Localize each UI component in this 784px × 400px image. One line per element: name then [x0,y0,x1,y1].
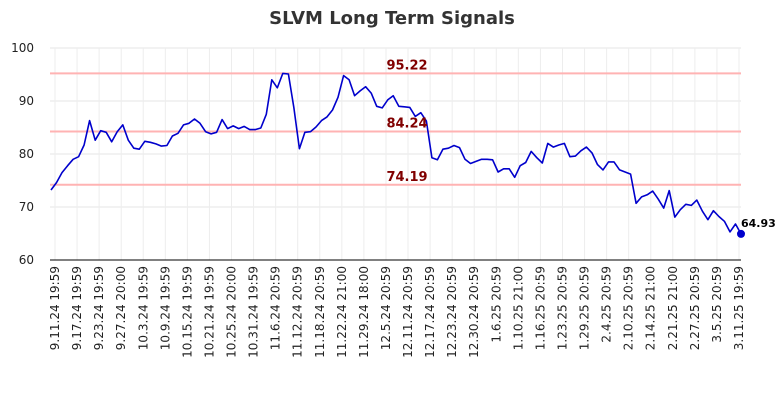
x-tick-label: 1.10.25 21:00 [511,266,525,350]
signal-level-label: 84.24 [386,117,427,132]
chart-title: SLVM Long Term Signals [269,8,515,29]
x-tick-label: 11.6.24 20:59 [269,266,283,350]
signal-levels [50,72,741,186]
x-tick-label: 2.27.25 20:59 [688,266,702,350]
y-tick-label: 90 [19,94,34,108]
x-tick-label: 10.3.24 19:59 [136,266,150,350]
x-tick-label: 9.23.24 19:59 [92,266,106,350]
x-tick-label: 3.5.25 20:59 [710,266,724,343]
x-tick-label: 10.9.24 19:59 [158,266,172,350]
x-tick-label: 2.4.25 20:59 [600,266,614,343]
x-tick-label: 11.22.24 21:00 [335,266,349,358]
x-tick-label: 10.25.24 20:00 [225,266,239,358]
x-tick-label: 1.16.25 20:59 [533,266,547,350]
series-line [50,72,742,235]
grid-lines [50,47,741,261]
last-value-dot [737,229,745,238]
series-layer [50,72,745,238]
x-tick-label: 9.11.24 19:59 [48,266,62,350]
x-tick-label: 12.5.24 20:59 [379,266,393,350]
x-tick-label: 11.29.24 18:00 [357,266,371,358]
x-tick-label: 10.31.24 19:59 [247,266,261,358]
x-tick-label: 2.10.25 20:59 [622,266,636,350]
y-tick-label: 100 [11,41,34,55]
signal-level-label: 74.19 [386,170,427,185]
y-tick-label: 60 [19,253,34,267]
x-tick-label: 9.17.24 19:59 [70,266,84,350]
y-tick-label: 80 [19,147,34,161]
x-tick-label: 10.21.24 19:59 [202,266,216,358]
x-tick-label: 11.18.24 20:59 [313,266,327,358]
x-tick-label: 9.27.24 20:00 [114,266,128,350]
x-tick-label: 11.12.24 20:59 [291,266,305,358]
x-tick-label: 12.23.24 20:59 [445,266,459,358]
x-tick-label: 2.14.25 21:00 [644,266,658,350]
x-tick-label: 3.11.25 19:59 [732,266,746,350]
x-tick-label: 12.17.24 20:59 [423,266,437,358]
signal-level-label: 95.22 [386,58,427,73]
last-value-label: 64.93 [741,217,776,230]
x-tick-label: 1.23.25 20:59 [555,266,569,350]
x-tick-label: 10.15.24 19:59 [180,266,194,358]
x-tick-label: 1.29.25 20:59 [578,266,592,350]
x-tick-label: 2.21.25 21:00 [666,266,680,350]
y-tick-label: 70 [19,200,34,214]
x-tick-label: 12.11.24 20:59 [401,266,415,358]
labels-layer: 60 70 80 90 100 9.11.24 19:59 9.17.24 19:59 9.2… [11,41,776,358]
x-tick-label: 12.30.24 20:59 [467,266,481,358]
x-tick-label: 1.6.25 20:59 [489,266,503,343]
